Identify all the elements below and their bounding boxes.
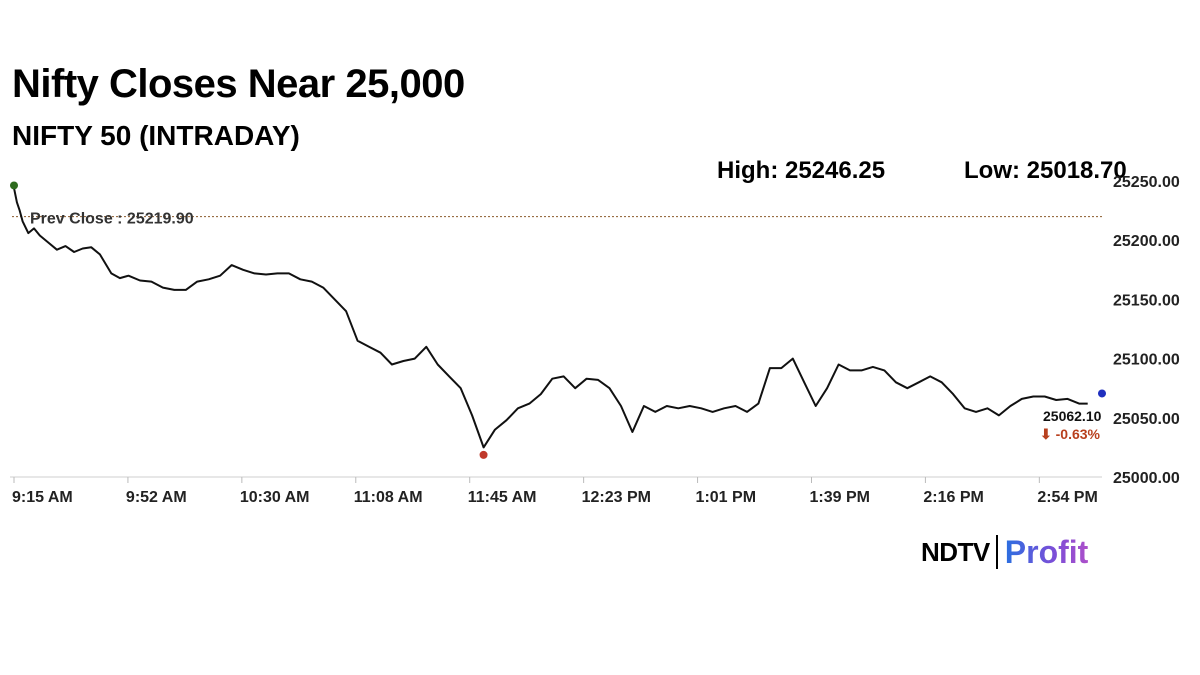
logo-divider (995, 535, 998, 569)
x-tick-label: 10:30 AM (240, 489, 310, 506)
x-tick-label: 11:08 AM (354, 489, 423, 506)
x-tick-label: 2:16 PM (923, 489, 983, 506)
ndtv-profit-logo: NDTV Profit (921, 530, 1092, 574)
x-tick-label: 1:01 PM (696, 489, 756, 506)
last-price-marker (1098, 389, 1106, 398)
y-tick-label: 25150.00 (1113, 292, 1180, 309)
logo-ndtv-text: NDTV (921, 536, 990, 567)
x-axis-ticks: 9:15 AM 9:52 AM 10:30 AM 11:08 AM 11:45 AM 12… (12, 477, 1098, 506)
headline: Nifty Closes Near 25,000 (12, 62, 465, 106)
prev-close-label: Prev Close : 25219.90 (30, 211, 194, 228)
x-tick-label: 2:54 PM (1037, 489, 1097, 506)
change-percent-label: ⬇ -0.63% (1040, 426, 1101, 442)
open-marker (10, 181, 18, 190)
x-tick-label: 12:23 PM (582, 489, 651, 506)
last-price-label: 25062.10 (1043, 408, 1102, 424)
x-tick-label: 11:45 AM (468, 489, 537, 506)
y-tick-label: 25050.00 (1113, 411, 1180, 428)
y-tick-label: 25100.00 (1113, 352, 1180, 369)
day-high-stat: High: 25246.25 (717, 157, 886, 184)
logo-profit-text: Profit (1005, 534, 1093, 571)
y-axis-ticks: 25000.00 25050.00 25100.00 25150.00 25200.00… (1113, 174, 1180, 487)
day-low-stat: Low: 25018.70 (964, 157, 1127, 184)
x-tick-label: 9:52 AM (126, 489, 187, 506)
chart-subtitle: NIFTY 50 (INTRADAY) (12, 120, 300, 151)
day-low-marker (479, 450, 488, 459)
nifty-price-line (13, 187, 1088, 449)
x-tick-label: 9:15 AM (12, 489, 73, 506)
y-tick-label: 25200.00 (1113, 233, 1180, 250)
y-tick-label: 25000.00 (1113, 470, 1180, 487)
y-tick-label: 25250.00 (1113, 174, 1180, 191)
x-tick-label: 1:39 PM (809, 489, 869, 506)
